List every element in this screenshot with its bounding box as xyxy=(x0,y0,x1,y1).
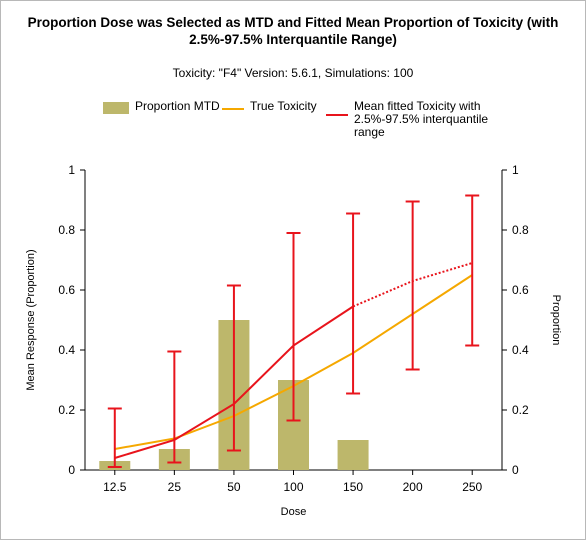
legend-swatch-bar xyxy=(103,102,129,114)
x-tick-label: 100 xyxy=(283,480,303,494)
x-tick-label: 250 xyxy=(462,480,482,494)
y-tick-label-left: 0 xyxy=(68,463,75,477)
x-axis-title: Dose xyxy=(281,506,307,518)
legend: Proportion MTD True Toxicity Mean fitted… xyxy=(0,96,586,139)
legend-label: True Toxicity xyxy=(250,99,317,113)
legend-swatch-line xyxy=(326,114,348,116)
y-axis-title-left: Mean Response (Proportion) xyxy=(25,249,37,390)
line-fitted-toxicity xyxy=(114,305,354,459)
x-tick-label: 150 xyxy=(343,480,363,494)
y-tick-label-right: 0.6 xyxy=(512,283,529,297)
y-tick-label-left: 1 xyxy=(68,163,75,177)
line-fitted-toxicity-dotted xyxy=(352,262,473,308)
y-tick-label-left: 0.6 xyxy=(58,283,75,297)
legend-label: Proportion MTD xyxy=(135,99,220,113)
x-tick-label: 200 xyxy=(403,480,423,494)
y-tick-label-right: 1 xyxy=(512,163,519,177)
legend-item-mean-fitted-toxicity: Mean fitted Toxicity with 2.5%-97.5% int… xyxy=(326,100,494,139)
y-tick-label-left: 0.4 xyxy=(58,343,75,357)
x-tick-label: 25 xyxy=(168,480,182,494)
x-tick-label: 12.5 xyxy=(103,480,127,494)
y-tick-label-right: 0.4 xyxy=(512,343,529,357)
y-tick-label-left: 0.2 xyxy=(58,403,75,417)
chart-title: Proportion Dose was Selected as MTD and … xyxy=(27,15,559,47)
legend-item-true-toxicity: True Toxicity xyxy=(222,100,317,113)
y-tick-label-right: 0.2 xyxy=(512,403,529,417)
legend-label: Mean fitted Toxicity with 2.5%-97.5% int… xyxy=(354,99,489,139)
y-tick-label-left: 0.8 xyxy=(58,223,75,237)
y-axis-title-right: Proportion xyxy=(550,295,562,346)
chart-subtitle: Toxicity: "F4" Version: 5.6.1, Simulatio… xyxy=(172,66,414,80)
x-tick-label: 50 xyxy=(227,480,241,494)
legend-item-proportion-mtd: Proportion MTD xyxy=(103,100,220,114)
y-tick-label-right: 0 xyxy=(512,463,519,477)
y-tick-label-right: 0.8 xyxy=(512,223,529,237)
bar-proportion-mtd xyxy=(337,440,369,470)
legend-swatch-line xyxy=(222,108,244,110)
